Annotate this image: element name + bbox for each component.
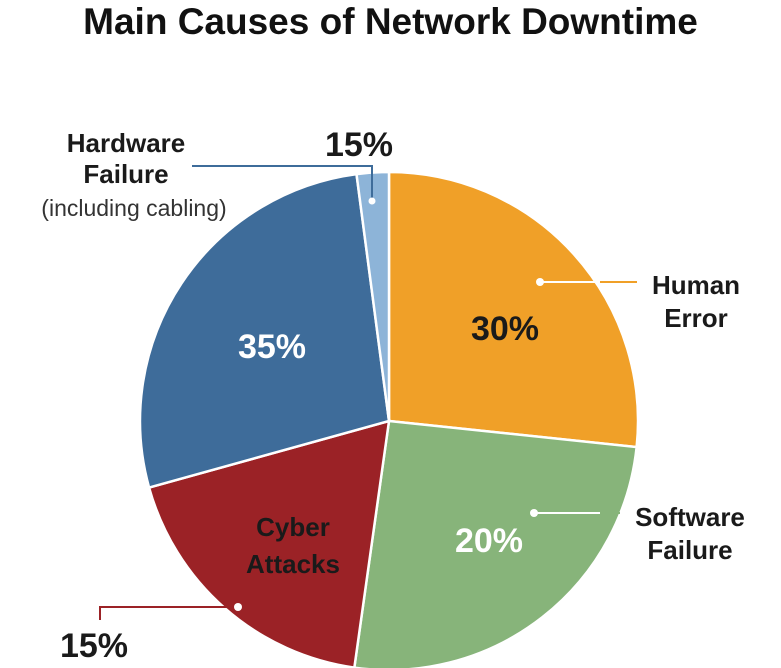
value-label-cyber: 15% — [60, 627, 128, 665]
category-label-hardware-line-1: Hardware — [67, 128, 186, 158]
leader-line-hardware — [192, 165, 373, 201]
category-label-human-line-2: Error — [664, 303, 728, 333]
pie-labels: 30%HumanError20%SoftwareFailure15%CyberA… — [41, 126, 745, 665]
leader-dot-software — [530, 509, 538, 517]
pie-slice-software — [353, 419, 639, 668]
pie-slices — [138, 170, 640, 668]
value-label-human: 30% — [471, 310, 539, 348]
leader-lines — [99, 165, 637, 620]
category-label-human-line-1: Human — [652, 270, 740, 300]
category-label-software-line-2: Failure — [647, 535, 732, 565]
category-label-software-line-1: Software — [635, 502, 745, 532]
pie-slice-human — [387, 170, 640, 449]
leader-dot-human — [536, 278, 544, 286]
category-label-hardware-line-2: Failure — [83, 159, 168, 189]
category-note-hardware: (including cabling) — [41, 195, 226, 221]
leader-dot-hardware — [368, 197, 376, 205]
category-label-cyber-line-2: Attacks — [246, 549, 340, 579]
pie-slice-cyber — [147, 419, 391, 668]
value-label-software: 20% — [455, 522, 523, 560]
chart-title: Main Causes of Network Downtime — [83, 1, 698, 42]
leader-line-cyber — [99, 606, 238, 620]
value-label-unlabeled: 35% — [238, 328, 306, 366]
pie-slice-unlabeled — [138, 172, 391, 490]
leader-dot-cyber — [234, 603, 242, 611]
category-label-cyber-line-1: Cyber — [256, 512, 330, 542]
value-label-hardware: 15% — [325, 126, 393, 164]
